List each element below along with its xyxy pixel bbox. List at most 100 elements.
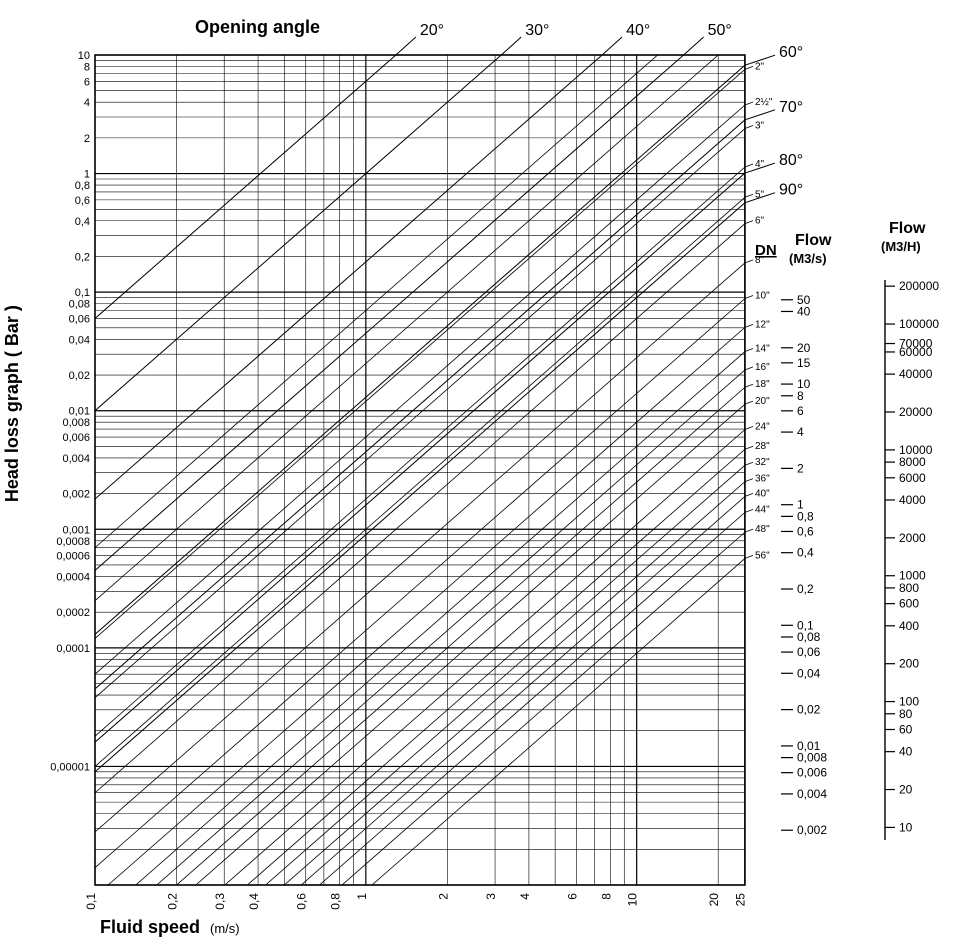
flow-m3s-label: 8 (797, 389, 804, 403)
diagonal-line (14, 0, 827, 710)
angle-label: 80° (779, 152, 803, 169)
x-tick-label: 0,1 (84, 893, 98, 910)
x-axis-unit: (m/s) (210, 921, 240, 936)
y-tick-label: 0,6 (75, 195, 90, 207)
y-tick-label: 0,0008 (56, 536, 90, 548)
flow-m3h-label: 600 (899, 597, 919, 611)
y-tick-label: 2 (84, 133, 90, 145)
y-tick-label: 0,001 (62, 524, 90, 536)
y-tick-label: 0,006 (62, 432, 90, 444)
flow-m3h-label: 2000 (899, 531, 926, 545)
x-tick-label: 10 (626, 893, 640, 907)
y-tick-label: 0,06 (69, 313, 90, 325)
flow-m3s-label: 0,006 (797, 766, 827, 780)
flow-m3s-title: Flow (795, 232, 832, 249)
flow-m3h-label: 20000 (899, 405, 933, 419)
y-tick-label: 0,004 (62, 453, 90, 465)
dn-label: 24" (755, 422, 770, 433)
diagonal-line (14, 96, 827, 807)
y-tick-label: 0,02 (69, 370, 90, 382)
y-tick-label: 10 (78, 50, 90, 62)
dn-label: 8" (755, 255, 765, 266)
diagonal-line (14, 57, 827, 768)
x-tick-label: 0,6 (295, 893, 309, 910)
y-tick-label: 0,00001 (50, 761, 90, 773)
x-tick-label: 0,8 (329, 893, 343, 910)
x-tick-label: 6 (566, 893, 580, 900)
angle-label: 30° (525, 22, 549, 39)
diagonal-line (14, 0, 827, 705)
flow-m3h-unit: (M3/H) (881, 239, 921, 254)
flow-m3s-label: 15 (797, 356, 811, 370)
diagonal-line (14, 0, 827, 642)
y-tick-label: 0,04 (69, 334, 90, 346)
y-tick-label: 0,2 (75, 251, 90, 263)
opening-angle-title: Opening angle (195, 17, 320, 37)
dn-label: 2½" (755, 97, 773, 108)
angle-label: 20° (420, 22, 444, 39)
diagonal-line (14, 441, 827, 951)
flow-m3s-label: 0,04 (797, 666, 821, 680)
dn-label: 6" (755, 216, 765, 227)
angle-label: 40° (626, 22, 650, 39)
dn-label: 28" (755, 441, 770, 452)
flow-m3h-label: 8000 (899, 455, 926, 469)
diagonal-line (14, 394, 827, 951)
plot-area (95, 55, 745, 885)
diagonal-line (14, 280, 827, 951)
diagonal-line (14, 34, 827, 745)
flow-m3s-label: 0,6 (797, 524, 814, 538)
flow-m3h-label: 60 (899, 722, 913, 736)
dn-label: 48" (755, 524, 770, 535)
dn-label: 18" (755, 379, 770, 390)
flow-m3s-label: 0,06 (797, 645, 821, 659)
flow-m3h-label: 200 (899, 657, 919, 671)
dn-label: 16" (755, 362, 770, 373)
flow-m3s-label: 0,02 (797, 703, 821, 717)
flow-m3s-label: 0,2 (797, 582, 814, 596)
diagonal-line (14, 333, 827, 951)
flow-m3s-label: 0,4 (797, 546, 814, 560)
dn-label: 44" (755, 504, 770, 515)
flow-m3h-label: 4000 (899, 493, 926, 507)
angle-label: 50° (708, 22, 732, 39)
y-tick-label: 6 (84, 76, 90, 88)
y-tick-label: 0,1 (75, 287, 90, 299)
dn-label: 5" (755, 189, 765, 200)
diagonal-line (14, 410, 827, 951)
dn-label: 4" (755, 159, 765, 170)
flow-m3s-label: 0,004 (797, 787, 827, 801)
y-tick-label: 0,0002 (56, 607, 90, 619)
diagonal-line (14, 152, 827, 863)
flow-m3h-label: 20 (899, 783, 913, 797)
dn-label: 14" (755, 344, 770, 355)
flow-m3h-label: 6000 (899, 471, 926, 485)
flow-m3s-label: 0,8 (797, 509, 814, 523)
y-tick-label: 0,4 (75, 216, 90, 228)
x-tick-label: 0,2 (166, 893, 180, 910)
y-tick-label: 0,002 (62, 489, 90, 501)
y-axis-title: Head loss graph ( Bar ) (2, 305, 22, 502)
flow-m3s-label: 4 (797, 425, 804, 439)
flow-m3s-unit: (M3/s) (789, 251, 827, 266)
flow-m3s-label: 0,08 (797, 630, 821, 644)
x-tick-label: 25 (733, 893, 747, 907)
x-tick-label: 2 (436, 893, 450, 900)
y-tick-label: 0,0006 (56, 551, 90, 563)
diagonal-line (14, 425, 827, 951)
diagonal-line (14, 256, 827, 951)
diagonal-line (14, 0, 827, 390)
flow-m3h-label: 80 (899, 707, 913, 721)
y-tick-label: 0,08 (69, 299, 90, 311)
flow-m3s-label: 0,002 (797, 823, 827, 837)
flow-m3h-label: 10 (899, 820, 913, 834)
flow-m3s-label: 6 (797, 404, 804, 418)
flow-m3s-label: 0,008 (797, 751, 827, 765)
diagonal-line (14, 299, 827, 951)
dn-label: 56" (755, 550, 770, 561)
diagonal-line (14, 0, 827, 619)
dn-label: 36" (755, 474, 770, 485)
y-tick-label: 0,01 (69, 406, 90, 418)
flow-m3h-label: 40000 (899, 367, 933, 381)
flow-m3h-label: 40 (899, 745, 913, 759)
